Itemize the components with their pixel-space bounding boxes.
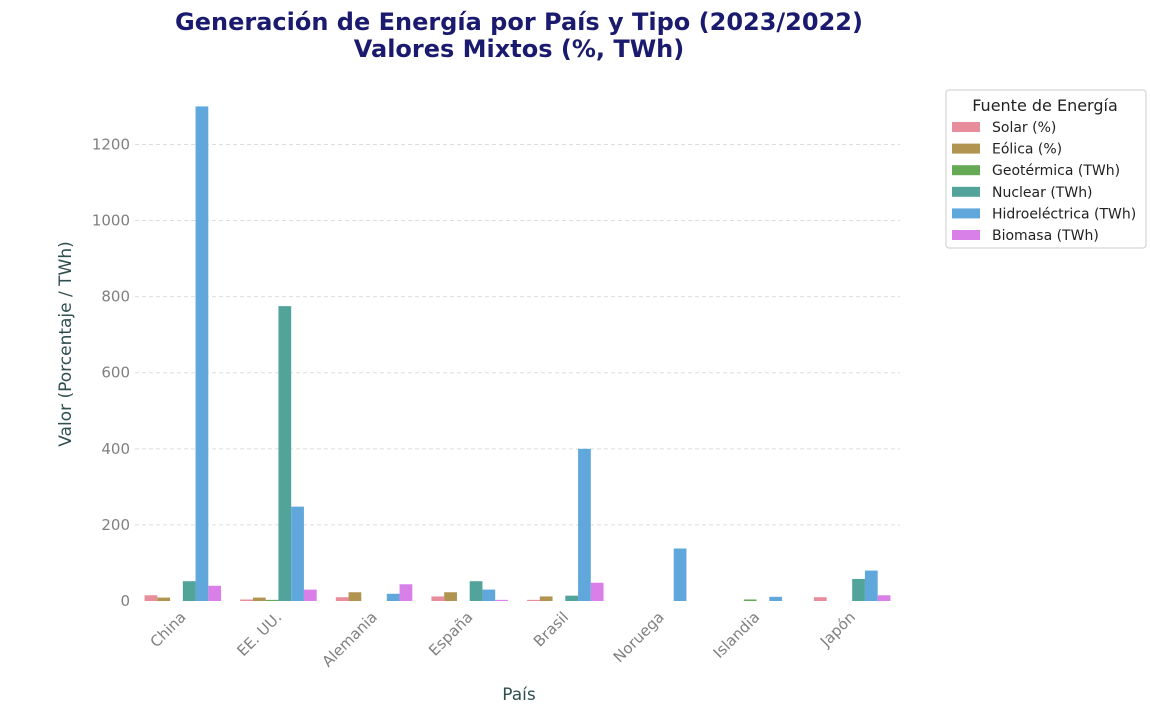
x-axis-ticks: China EE. UU. Alemania España Brasil Noruega I… (147, 608, 859, 670)
x-tick-label: Alemania (318, 608, 380, 670)
bar (877, 595, 891, 601)
bar (578, 448, 591, 601)
y-tick-label: 1000 (92, 212, 130, 230)
y-axis-label: Valor (Porcentaje / TWh) (56, 241, 76, 447)
bar (335, 597, 349, 601)
bar (673, 548, 687, 601)
bar (469, 581, 483, 601)
bar (240, 599, 253, 601)
bar (539, 596, 553, 601)
bar (144, 595, 158, 601)
x-tick-label: Noruega (610, 608, 668, 666)
x-tick-label: España (425, 608, 476, 659)
bar (495, 599, 508, 601)
bar (399, 584, 413, 601)
bar (431, 596, 445, 601)
legend-items: Solar (%) Eólica (%) Geotérmica (TWh) Nucle… (952, 120, 1136, 244)
bar (743, 599, 757, 601)
y-tick-label: 0 (120, 592, 130, 610)
x-tick-label: Islandia (710, 608, 764, 662)
bars (144, 106, 891, 601)
legend-entry: Solar (%) (992, 120, 1056, 136)
x-tick-label: EE. UU. (233, 608, 285, 660)
y-tick-label: 800 (101, 288, 130, 306)
legend-entry: Eólica (%) (992, 142, 1062, 158)
bar (565, 595, 579, 601)
chart-title: Generación de Energía por País y Tipo (2… (175, 8, 863, 36)
bar (157, 597, 171, 601)
legend-swatch (952, 186, 980, 197)
bar (852, 578, 865, 601)
bar (864, 570, 878, 601)
y-tick-label: 200 (101, 516, 130, 534)
bar (195, 106, 209, 601)
legend-swatch (952, 208, 980, 219)
legend-swatch (952, 143, 980, 154)
x-axis-label: País (502, 685, 536, 705)
legend-swatch (952, 230, 980, 240)
bar (482, 589, 496, 601)
bar (252, 597, 266, 601)
bar (265, 599, 279, 601)
bar (769, 596, 783, 601)
chart-subtitle: Valores Mixtos (%, TWh) (354, 35, 685, 63)
legend-entry: Geotérmica (TWh) (992, 163, 1120, 179)
legend-swatch (952, 165, 980, 176)
legend-entry: Hidroeléctrica (TWh) (992, 206, 1136, 222)
bar (291, 506, 304, 601)
bar (278, 306, 292, 601)
x-tick-label: China (147, 608, 190, 651)
legend: Fuente de Energía Solar (%) Eólica (%) Geo… (945, 89, 1147, 249)
legend-swatch (952, 122, 980, 132)
bar (348, 592, 362, 601)
bar (527, 599, 540, 601)
x-tick-label: Japón (816, 608, 859, 651)
y-tick-label: 600 (101, 364, 130, 382)
y-axis-ticks: 0 200 400 600 800 1000 1200 (92, 135, 130, 610)
legend-frame (945, 89, 1147, 249)
legend-title: Fuente de Energía (972, 96, 1118, 115)
bar (303, 589, 317, 601)
bar (208, 585, 222, 601)
y-tick-label: 400 (101, 440, 130, 458)
bar (386, 593, 400, 601)
bar (444, 592, 457, 601)
legend-entry: Nuclear (TWh) (992, 185, 1093, 201)
bar (590, 582, 604, 601)
legend-entry: Biomasa (TWh) (992, 228, 1099, 244)
bar (813, 597, 827, 601)
x-tick-label: Brasil (530, 608, 572, 650)
gridlines (135, 143, 900, 526)
y-tick-label: 1200 (92, 135, 130, 153)
bar (182, 581, 196, 601)
